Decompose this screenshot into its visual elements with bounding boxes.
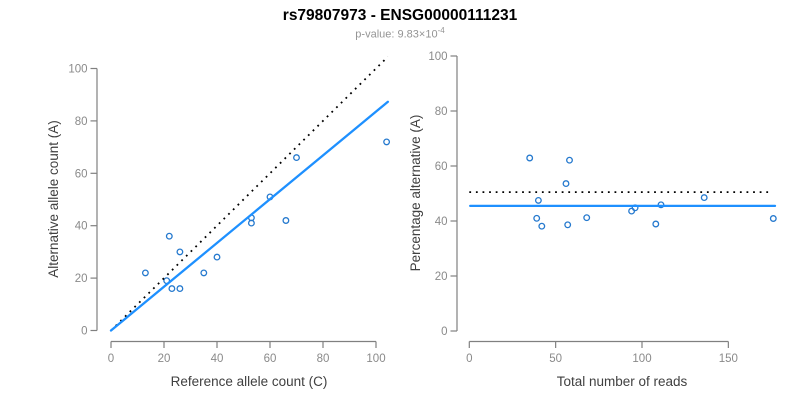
y-tick-label: 60 — [435, 161, 448, 173]
data-point — [538, 222, 546, 230]
x-axis-title: Total number of reads — [557, 374, 688, 389]
data-point — [533, 214, 541, 222]
allele-counts-plot: 0 20 40 60 80 100 0 20 40 60 80 100 Reference allele… — [46, 56, 391, 389]
y-tick-label: 40 — [75, 221, 88, 233]
data-point — [200, 269, 208, 277]
data-point — [534, 196, 542, 204]
data-point — [566, 156, 573, 164]
data-point — [769, 215, 777, 222]
pvalue-exponent: -4 — [437, 26, 445, 35]
y-tick-label: 20 — [435, 271, 448, 283]
y-tick-label: 80 — [435, 106, 448, 118]
x-tick-label: 50 — [549, 353, 562, 365]
y-tick-label: 0 — [81, 326, 87, 338]
x-tick-label: 0 — [466, 353, 472, 365]
y-tick-label: 80 — [75, 116, 88, 128]
pvalue-text: p-value: 9.83×10 — [355, 28, 438, 41]
data-point — [564, 221, 572, 229]
data-point — [562, 180, 570, 188]
x-tick-label: 40 — [211, 353, 224, 365]
data-point — [168, 285, 176, 293]
figure-subtitle: p-value: 9.83×10-4 — [0, 26, 800, 41]
x-tick-label: 0 — [108, 353, 114, 365]
data-point — [176, 285, 184, 293]
x-tick-label: 20 — [158, 353, 171, 365]
fitted-proportion-line — [109, 100, 390, 332]
x-tick-label: 80 — [317, 353, 330, 365]
data-point — [176, 248, 184, 256]
percentage-alternative-plot: 0 20 40 60 80 100 0 50 100 150 Total number of rea… — [408, 51, 777, 389]
y-axis-title: Percentage alternative (A) — [408, 115, 423, 272]
figure-title: rs79807973 - ENSG00000111231 — [282, 7, 518, 24]
data-point — [282, 217, 290, 224]
data-point — [293, 154, 300, 162]
y-axis-title: Alternative allele count (A) — [46, 120, 61, 278]
x-axis-title: Reference allele count (C) — [171, 374, 328, 389]
data-point — [652, 220, 660, 228]
data-point — [165, 232, 173, 240]
data-point — [213, 253, 221, 261]
y-tick-label: 0 — [441, 326, 447, 338]
data-point — [583, 214, 591, 222]
x-tick-label: 100 — [366, 353, 385, 365]
x-tick-label: 150 — [719, 353, 738, 365]
x-tick-label: 60 — [264, 353, 277, 365]
x-tick-label: 100 — [632, 353, 651, 365]
y-tick-label: 100 — [428, 51, 447, 63]
data-point — [383, 138, 391, 146]
y-tick-label: 60 — [75, 168, 88, 180]
data-point — [526, 154, 534, 162]
expected-50pct-line — [110, 56, 389, 332]
data-point — [700, 194, 708, 202]
y-tick-label: 40 — [435, 216, 448, 228]
data-point — [141, 269, 149, 277]
data-point — [628, 207, 636, 215]
y-tick-label: 20 — [75, 273, 88, 285]
y-tick-label: 100 — [68, 64, 87, 76]
